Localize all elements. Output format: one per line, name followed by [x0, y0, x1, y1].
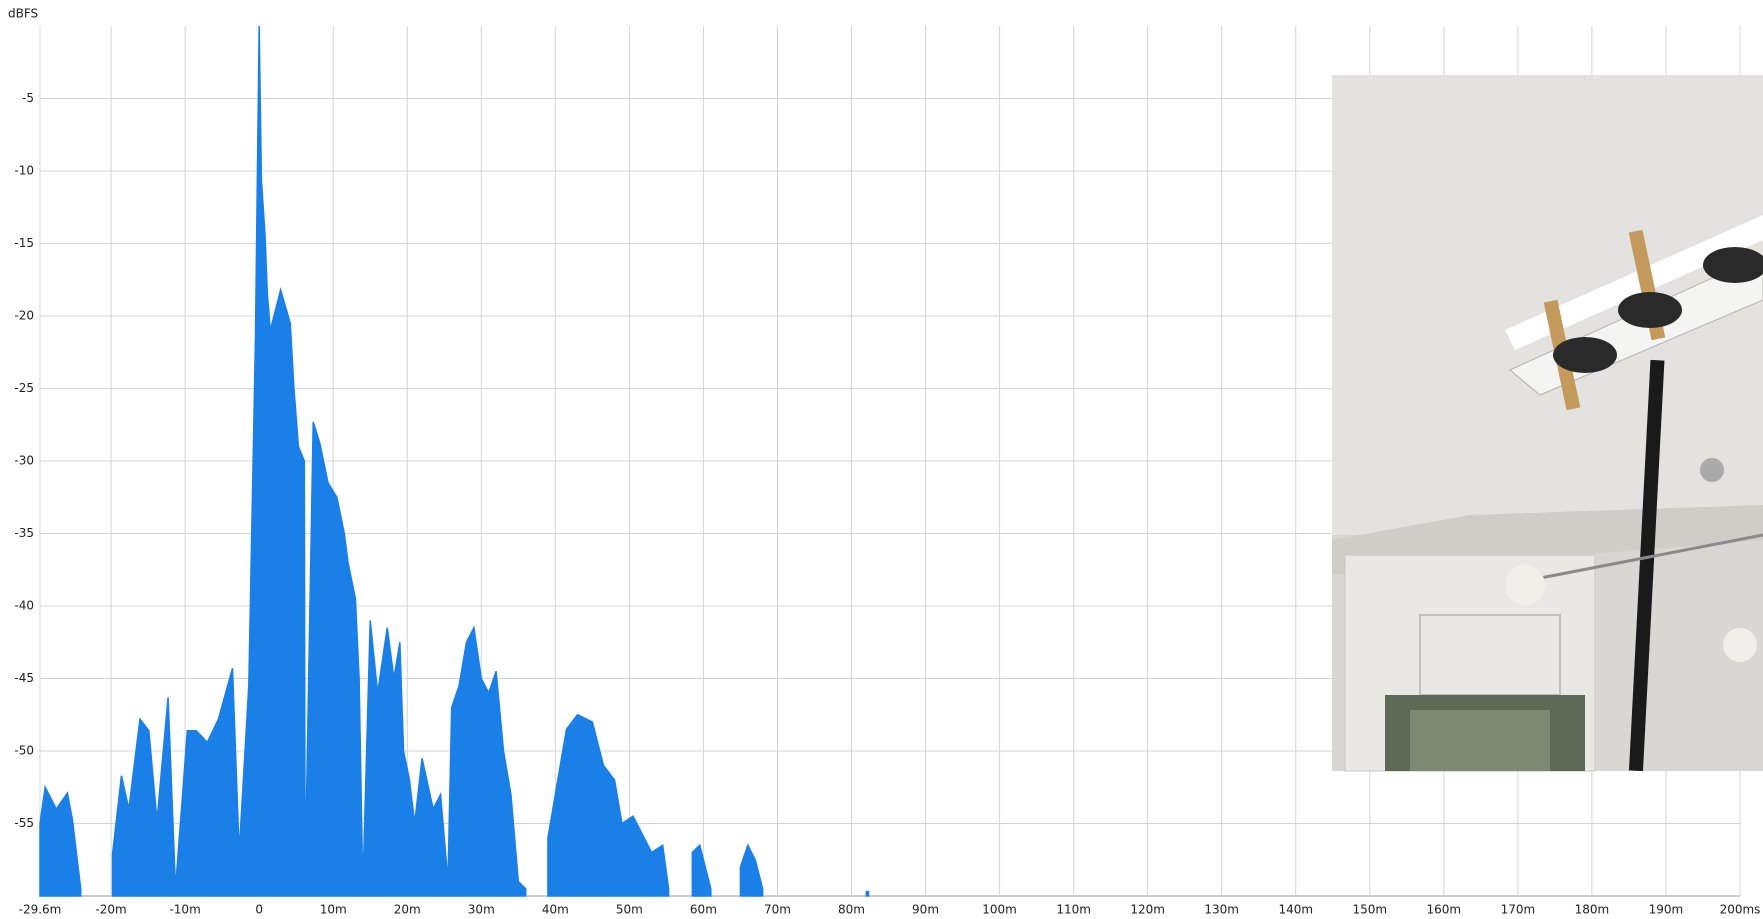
x-tick-label: -10m [169, 903, 200, 917]
x-tick-label: 100m [982, 903, 1017, 917]
y-tick-label: -55 [14, 816, 34, 830]
y-tick-label: -50 [14, 744, 34, 758]
x-tick-label: 200ms [1720, 903, 1761, 917]
impulse-area [39, 25, 870, 897]
x-tick-label: 0 [255, 903, 263, 917]
x-tick-label: 60m [690, 903, 717, 917]
y-tick-label: -30 [14, 454, 34, 468]
y-tick-label: -35 [14, 526, 34, 540]
x-tick-label: -20m [95, 903, 126, 917]
y-axis-label: dBFS [8, 7, 38, 21]
y-tick-label: -40 [14, 599, 34, 613]
x-tick-label: 190m [1649, 903, 1684, 917]
x-tick-label: 140m [1278, 903, 1313, 917]
x-tick-label: 70m [764, 903, 791, 917]
x-tick-label: 110m [1056, 903, 1091, 917]
y-tick-label: -10 [14, 164, 34, 178]
x-tick-label: 30m [468, 903, 495, 917]
photo-inset [1332, 75, 1763, 772]
x-tick-label: 170m [1501, 903, 1536, 917]
y-tick-label: -45 [14, 671, 34, 685]
x-tick-label: 90m [912, 903, 939, 917]
x-tick-label: 40m [542, 903, 569, 917]
x-tick-label: 50m [616, 903, 643, 917]
x-tick-label: 20m [394, 903, 421, 917]
y-tick-label: -20 [14, 309, 34, 323]
x-tick-label: 120m [1130, 903, 1165, 917]
x-tick-label: -29.6m [19, 903, 62, 917]
x-tick-label: 150m [1352, 903, 1387, 917]
y-tick-label: -15 [14, 236, 34, 250]
x-tick-label: 10m [320, 903, 347, 917]
y-tick-label: -5 [22, 91, 34, 105]
y-tick-label: -25 [14, 381, 34, 395]
x-tick-label: 130m [1204, 903, 1239, 917]
x-tick-label: 80m [838, 903, 865, 917]
x-tick-label: 160m [1427, 903, 1462, 917]
x-tick-label: 180m [1575, 903, 1610, 917]
